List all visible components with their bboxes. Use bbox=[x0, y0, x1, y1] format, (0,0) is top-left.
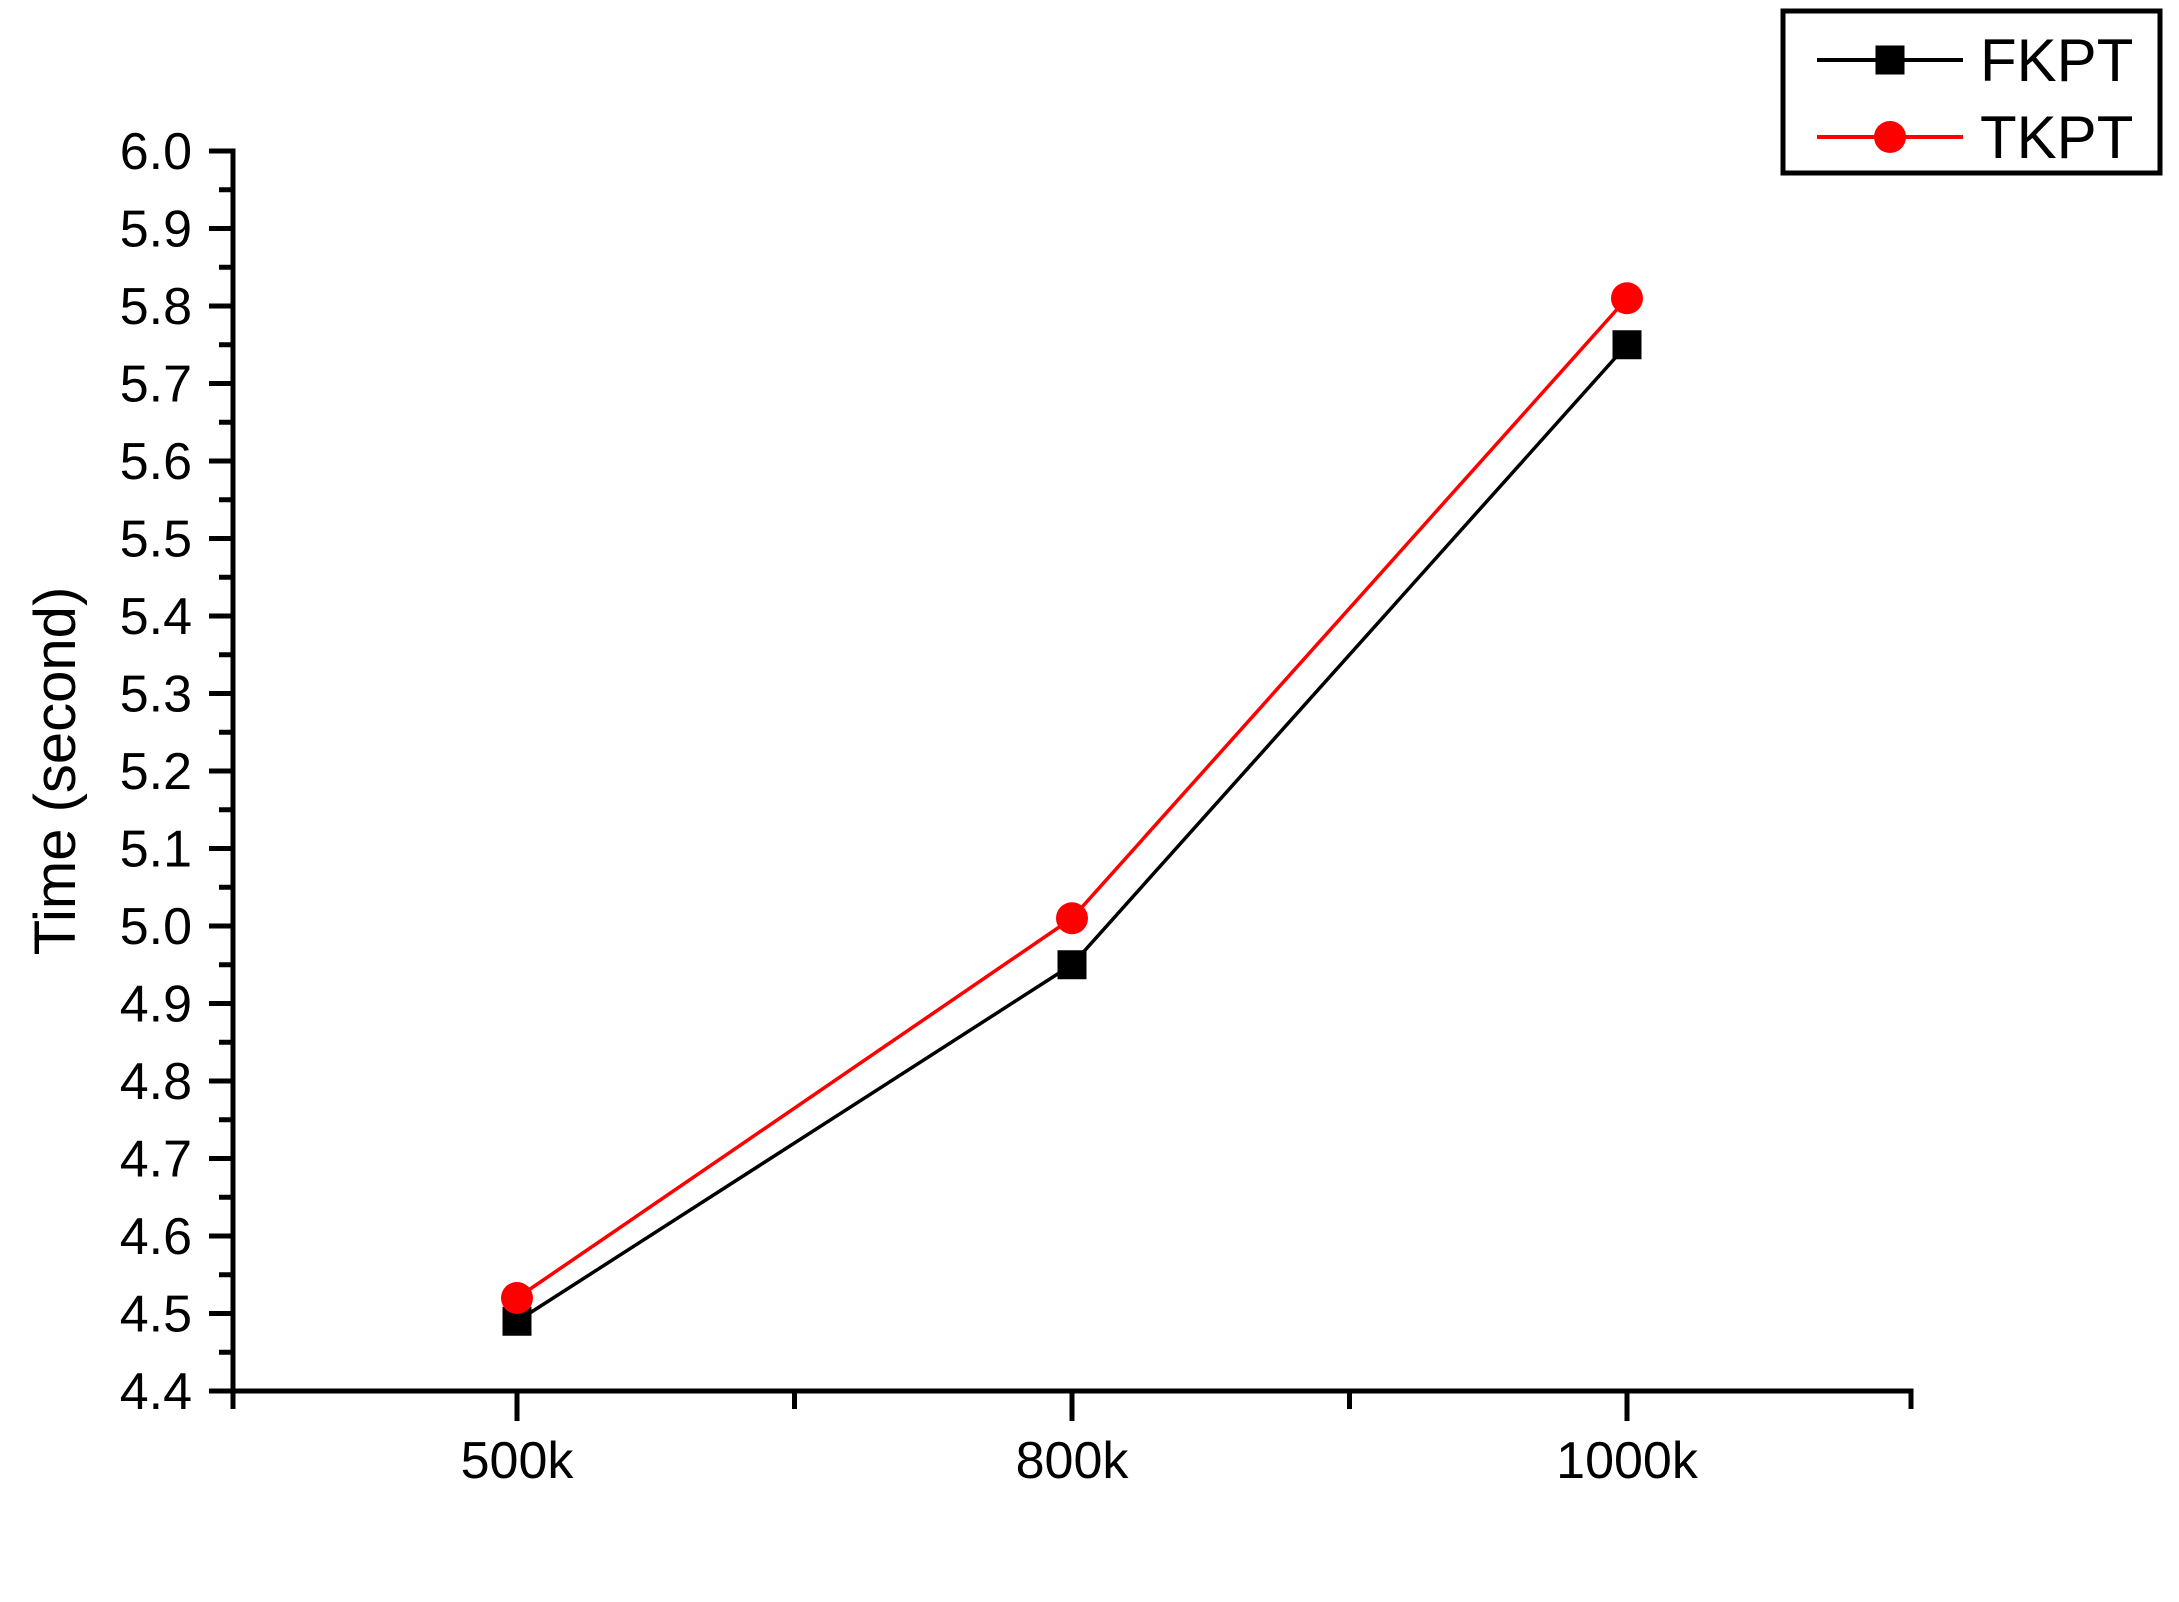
legend-circle-marker bbox=[1874, 121, 1906, 153]
x-tick-label: 500k bbox=[461, 1432, 575, 1490]
y-tick-label: 4.8 bbox=[120, 1053, 192, 1111]
y-tick-label: 4.5 bbox=[120, 1286, 192, 1344]
y-tick-label: 5.8 bbox=[120, 278, 192, 336]
x-tick-label: 1000k bbox=[1556, 1432, 1699, 1490]
square-marker-fkpt bbox=[1057, 950, 1087, 980]
series-tkpt bbox=[501, 282, 1643, 1314]
y-tick-label: 5.3 bbox=[120, 666, 192, 724]
legend: FKPT TKPT bbox=[1780, 8, 2163, 176]
legend-item-tkpt: TKPT bbox=[1817, 104, 2133, 171]
y-tick-label: 4.6 bbox=[120, 1208, 192, 1266]
y-tick-label: 5.2 bbox=[120, 743, 192, 801]
legend-label: TKPT bbox=[1980, 104, 2133, 171]
circle-marker-tkpt bbox=[1611, 282, 1643, 315]
y-tick-label: 5.5 bbox=[120, 511, 192, 569]
y-tick-label: 5.4 bbox=[120, 588, 192, 646]
legend-label: FKPT bbox=[1980, 27, 2133, 94]
y-tick-label: 5.9 bbox=[120, 201, 192, 259]
y-axis-title: Time (second) bbox=[23, 587, 88, 956]
y-axis-ticks: 4.4 4.5 4.6 4.7 4.8 4.9 5.0 5.1 5.2 5.3 5.4 5.5 5.6 5… bbox=[120, 123, 233, 1421]
circle-marker-tkpt bbox=[501, 1282, 533, 1314]
y-tick-label: 4.4 bbox=[120, 1363, 192, 1421]
legend-box bbox=[1780, 8, 2163, 176]
y-tick-label: 5.6 bbox=[120, 433, 192, 491]
legend-item-fkpt: FKPT bbox=[1817, 27, 2133, 94]
series-line-fkpt bbox=[516, 343, 1629, 1323]
x-axis-ticks: 500k 800k 1000k bbox=[230, 1391, 1914, 1490]
series-line-tkpt bbox=[516, 297, 1629, 1300]
legend-square-marker bbox=[1875, 45, 1905, 75]
circle-marker-tkpt bbox=[1056, 902, 1088, 935]
y-tick-label: 5.7 bbox=[120, 356, 192, 414]
series-fkpt bbox=[502, 330, 1642, 1336]
y-tick-label: 6.0 bbox=[120, 123, 192, 181]
square-marker-fkpt bbox=[1612, 330, 1642, 360]
x-tick-label: 800k bbox=[1016, 1432, 1130, 1490]
y-tick-label: 4.9 bbox=[120, 976, 192, 1034]
y-tick-label: 5.1 bbox=[120, 821, 192, 879]
y-tick-label: 5.0 bbox=[120, 898, 192, 956]
y-tick-label: 4.7 bbox=[120, 1131, 192, 1189]
